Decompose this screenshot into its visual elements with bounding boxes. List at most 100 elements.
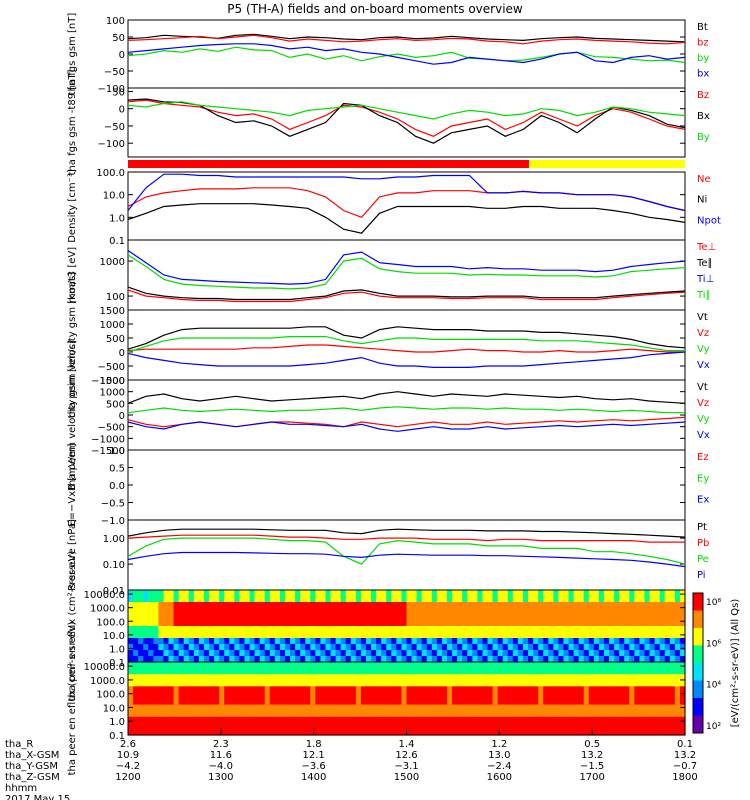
heatmap-cell: [679, 674, 686, 681]
heatmap-cell: [441, 680, 448, 687]
heatmap-cell: [391, 626, 397, 633]
heatmap-cell: [244, 728, 251, 736]
heatmap-cell: [679, 650, 686, 657]
heatmap-cell: [624, 674, 630, 681]
heatmap-cell: [209, 680, 215, 687]
heatmap-cell: [386, 650, 392, 657]
heatmap-cell: [447, 662, 453, 669]
heatmap-cell: [295, 632, 301, 639]
heatmap-cell: [619, 710, 625, 718]
heatmap-cell: [249, 680, 256, 687]
heatmap-cell: [396, 710, 403, 718]
heatmap-cell: [396, 716, 403, 724]
heatmap-cell: [355, 644, 362, 651]
heatmap-cell: [325, 710, 332, 718]
heatmap-cell: [320, 674, 327, 681]
heatmap-cell: [371, 590, 377, 597]
heatmap-cell: [401, 602, 408, 609]
heatmap-cell: [609, 686, 615, 694]
heatmap-cell: [654, 728, 661, 736]
heatmap-cell: [290, 698, 296, 706]
heatmap-cell: [168, 668, 175, 675]
heatmap-cell: [598, 596, 605, 603]
heatmap-cell: [426, 728, 433, 736]
heatmap-cell: [452, 632, 458, 639]
heatmap-cell: [401, 692, 408, 700]
heatmap-cell: [335, 704, 342, 712]
heatmap-cell: [295, 692, 301, 700]
heatmap-cell: [168, 722, 175, 730]
heatmap-cell: [264, 662, 271, 669]
heatmap-cell: [188, 686, 195, 694]
heatmap-cell: [224, 710, 230, 718]
heatmap-cell: [487, 680, 494, 687]
heatmap-cell: [512, 680, 519, 687]
heatmap-cell: [209, 662, 215, 669]
heatmap-cell: [305, 590, 311, 597]
heatmap-cell: [310, 602, 316, 609]
heatmap-cell: [517, 626, 524, 633]
heatmap-cell: [649, 656, 656, 663]
heatmap-cell: [441, 656, 448, 663]
heatmap-cell: [548, 722, 554, 730]
heatmap-cell: [279, 722, 286, 730]
heatmap-cell: [609, 704, 615, 712]
heatmap-cell: [502, 674, 509, 681]
heatmap-cell: [619, 668, 625, 675]
heatmap-cell: [538, 716, 544, 724]
heatmap-cell: [619, 704, 625, 712]
heatmap-cell: [148, 626, 154, 633]
heatmap-cell: [583, 704, 590, 712]
heatmap-cell: [198, 602, 205, 609]
heatmap-cell: [482, 722, 489, 730]
heatmap-cell: [259, 608, 266, 615]
heatmap-cell: [138, 614, 144, 621]
heatmap-cell: [284, 698, 291, 706]
heatmap-cell: [482, 692, 489, 700]
heatmap-cell: [229, 638, 235, 645]
heatmap-cell: [452, 602, 458, 609]
heatmap-cell: [543, 710, 549, 718]
heatmap-cell: [512, 602, 519, 609]
heatmap-cell: [548, 620, 554, 627]
heatmap-cell: [467, 614, 473, 621]
heatmap-cell: [371, 614, 377, 621]
heatmap-cell: [522, 626, 529, 633]
series-line: [127, 528, 686, 538]
heatmap-cell: [188, 650, 195, 657]
heatmap-cell: [203, 602, 210, 609]
heatmap-cell: [355, 728, 362, 736]
heatmap-cell: [310, 662, 316, 669]
heatmap-cell: [376, 668, 382, 675]
heatmap-cell: [234, 638, 240, 645]
heatmap-cell: [244, 614, 251, 621]
heatmap-cell: [462, 716, 468, 724]
heatmap-cell: [214, 632, 220, 639]
heatmap-cell: [644, 650, 651, 657]
y-tick-label: 1500: [100, 306, 125, 317]
heatmap-cell: [644, 728, 651, 736]
heatmap-cell: [203, 722, 210, 730]
heatmap-cell: [158, 710, 165, 718]
heatmap-cell: [290, 626, 296, 633]
heatmap-cell: [517, 644, 524, 651]
heatmap-cell: [452, 620, 458, 627]
heatmap-cell: [371, 698, 377, 706]
heatmap-cell: [421, 668, 428, 675]
heatmap-cell: [290, 704, 296, 712]
heatmap-cell: [421, 656, 428, 663]
heatmap-cell: [259, 596, 266, 603]
heatmap-cell: [340, 728, 347, 736]
heatmap-cell: [128, 650, 134, 657]
heatmap-cell: [183, 620, 190, 627]
heatmap-cell: [305, 644, 311, 651]
heatmap-cell: [330, 632, 337, 639]
heatmap-cell: [619, 722, 625, 730]
heatmap-cell: [609, 692, 615, 700]
heatmap-cell: [158, 656, 165, 663]
heatmap-cell: [639, 662, 646, 669]
heatmap-cell: [578, 674, 585, 681]
heatmap-cell: [310, 656, 316, 663]
heatmap-cell: [239, 680, 246, 687]
heatmap-cell: [416, 656, 423, 663]
